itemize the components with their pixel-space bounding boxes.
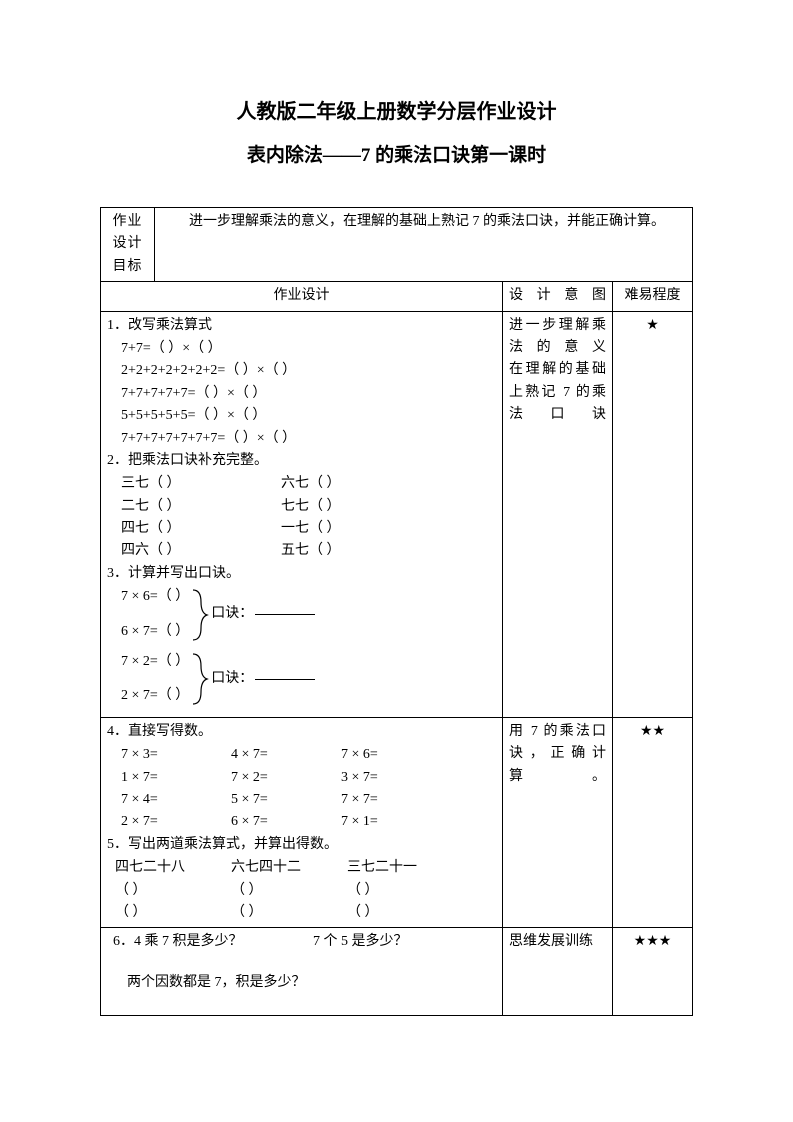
intent-text: 进一步理解乘法的意义在理解的基础上熟记 7 的乘法口诀: [509, 315, 606, 427]
q2-item: 三七（ ）: [121, 473, 281, 495]
q6-c: 两个因数都是 7，积是多少？: [107, 972, 496, 994]
q5-head: 四七二十八: [115, 857, 231, 879]
q4-item: 7 × 3=: [121, 744, 231, 766]
q3-expr: 6 × 7=（ ）: [121, 621, 189, 643]
q4-item: 3 × 7=: [341, 767, 451, 789]
section1-intent: 进一步理解乘法的意义在理解的基础上熟记 7 的乘法口诀: [503, 311, 613, 717]
q1-line: 7+7+7+7+7+7+7=（ ）×（ ）: [107, 428, 496, 450]
q4-item: 2 × 7=: [121, 811, 231, 833]
intent-text: 思维发展训练: [509, 931, 606, 953]
q2-item: 四六（ ）: [121, 540, 281, 562]
goal-label: 作业设计目标: [101, 208, 155, 282]
q4-item: 7 × 4=: [121, 789, 231, 811]
brace-icon: [191, 588, 209, 642]
q5-head: 六七四十二: [231, 857, 347, 879]
goal-text: 进一步理解乘法的意义，在理解的基础上熟记 7 的乘法口诀，并能正确计算。: [155, 208, 693, 282]
q2-item: 二七（ ）: [121, 496, 281, 518]
q4-title: 4．直接写得数。: [107, 721, 496, 743]
blank-line: [255, 614, 315, 615]
q4-item: 7 × 7=: [341, 789, 451, 811]
q6-a: 6．4 乘 7 积是多少？: [113, 931, 313, 953]
q2-title: 2．把乘法口诀补充完整。: [107, 450, 496, 472]
q4-item: 7 × 2=: [231, 767, 341, 789]
blank-line: [255, 679, 315, 680]
q4-item: 7 × 6=: [341, 744, 451, 766]
q5-head: 三七二十一: [347, 857, 463, 879]
design-header: 作业设计: [101, 282, 503, 311]
q5-title: 5．写出两道乘法算式，并算出得数。: [107, 834, 496, 856]
q3-expr: 7 × 6=（ ）: [121, 586, 189, 608]
q1-title: 1．改写乘法算式: [107, 315, 496, 337]
q1-line: 7+7=（ ）×（ ）: [107, 338, 496, 360]
section2-level: ★★: [613, 717, 693, 928]
intent-header: 设计意图: [503, 282, 613, 311]
section2-content: 4．直接写得数。 7 × 3=4 × 7=7 × 6= 1 × 7=7 × 2=…: [101, 717, 503, 928]
q5-blank: （ ）: [231, 880, 347, 902]
kouju-label: 口诀：: [211, 603, 253, 625]
q1-line: 2+2+2+2+2+2+2=（ ）×（ ）: [107, 360, 496, 382]
q5-blank: （ ）: [115, 880, 231, 902]
section3-content: 6．4 乘 7 积是多少？ 7 个 5 是多少？ 两个因数都是 7，积是多少？: [101, 928, 503, 1016]
brace-icon: [191, 652, 209, 706]
q1-line: 7+7+7+7+7=（ ）×（ ）: [107, 383, 496, 405]
q5-blank: （ ）: [231, 902, 347, 924]
q5-blank: （ ）: [347, 902, 463, 924]
level-header: 难易程度: [613, 282, 693, 311]
q5-blank: （ ）: [347, 880, 463, 902]
kouju-label: 口诀：: [211, 668, 253, 690]
q2-item: 一七（ ）: [281, 518, 441, 540]
page-title-1: 人教版二年级上册数学分层作业设计: [100, 95, 693, 124]
q2-item: 五七（ ）: [281, 540, 441, 562]
q4-item: 4 × 7=: [231, 744, 341, 766]
q3-expr: 7 × 2=（ ）: [121, 651, 189, 673]
section1-content: 1．改写乘法算式 7+7=（ ）×（ ） 2+2+2+2+2+2+2=（ ）×（…: [101, 311, 503, 717]
q4-item: 6 × 7=: [231, 811, 341, 833]
q3-title: 3．计算并写出口诀。: [107, 563, 496, 585]
q3-expr: 2 × 7=（ ）: [121, 685, 189, 707]
page-title-2: 表内除法——7 的乘法口诀第一课时: [100, 140, 693, 167]
q1-line: 5+5+5+5+5=（ ）×（ ）: [107, 405, 496, 427]
q4-item: 7 × 1=: [341, 811, 451, 833]
section2-intent: 用 7 的乘法口诀，正确计算。: [503, 717, 613, 928]
homework-table: 作业设计目标 进一步理解乘法的意义，在理解的基础上熟记 7 的乘法口诀，并能正确…: [100, 207, 693, 1016]
q5-blank: （ ）: [115, 902, 231, 924]
section3-intent: 思维发展训练: [503, 928, 613, 1016]
section3-level: ★★★: [613, 928, 693, 1016]
section1-level: ★: [613, 311, 693, 717]
q2-item: 六七（ ）: [281, 473, 441, 495]
intent-text: 用 7 的乘法口诀，正确计算。: [509, 721, 606, 788]
q4-item: 5 × 7=: [231, 789, 341, 811]
q4-item: 1 × 7=: [121, 767, 231, 789]
q6-b: 7 个 5 是多少？: [313, 931, 408, 953]
q2-item: 七七（ ）: [281, 496, 441, 518]
q2-item: 四七（ ）: [121, 518, 281, 540]
